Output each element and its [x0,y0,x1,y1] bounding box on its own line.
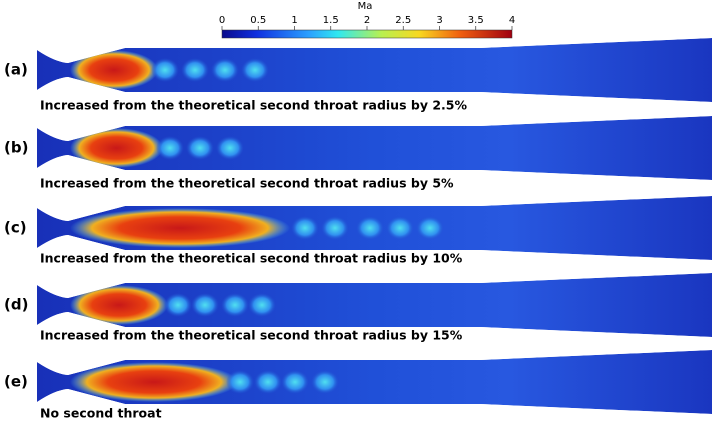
colorbar [221,29,513,39]
shock-cell [181,58,209,82]
nozzle-body [37,350,712,414]
jet-core [70,50,158,90]
nozzle-body [37,273,712,337]
nozzle [37,350,712,414]
shock-cell [356,216,384,240]
colorbar-tick-label: 3.5 [468,15,484,26]
shock-cell [291,216,319,240]
shock-cell [164,293,192,317]
panel-label: (c) [4,219,27,237]
panel-caption: Increased from the theoretical second th… [40,98,467,113]
colorbar-title: Ma [358,1,373,12]
shock-cell [311,370,339,394]
shock-cell [281,370,309,394]
nozzle-body [37,38,712,102]
jet-core [70,128,163,168]
panel-caption: Increased from the theoretical second th… [40,328,463,343]
jet-core [70,208,290,248]
jet-core [70,362,238,402]
panel-caption: Increased from the theoretical second th… [40,176,454,191]
colorbar-tick-label: 0 [219,15,225,26]
colorbar-tick-label: 0.5 [250,15,266,26]
colorbar-tick-label: 1.5 [323,15,339,26]
colorbar-tick-label: 2 [364,15,370,26]
shock-cell [186,136,214,160]
shock-cell [211,58,239,82]
shock-cell [254,370,282,394]
panel-label: (b) [4,139,28,157]
nozzle [37,273,712,337]
nozzle [37,116,712,180]
panel-caption: Increased from the theoretical second th… [40,251,463,266]
colorbar-tick-label: 2.5 [395,15,411,26]
shock-cell [321,216,349,240]
shock-cell [386,216,414,240]
panel-label: (a) [4,61,28,79]
shock-cell [226,370,254,394]
shock-cell [216,136,244,160]
nozzle-body [37,116,712,180]
colorbar-tick-label: 1 [291,15,297,26]
shock-cell [191,293,219,317]
shock-cell [151,58,179,82]
panel-label: (e) [4,373,28,391]
nozzle [37,38,712,102]
shock-cell [241,58,269,82]
shock-cell [416,216,444,240]
colorbar-tick-label: 3 [436,15,442,26]
panel-label: (d) [4,296,28,314]
shock-cell [248,293,276,317]
jet-core [70,285,168,325]
shock-cell [156,136,184,160]
shock-cell [221,293,249,317]
panel-caption: No second throat [40,406,162,421]
nozzle [37,196,712,260]
colorbar-tick-label: 4 [509,15,515,26]
